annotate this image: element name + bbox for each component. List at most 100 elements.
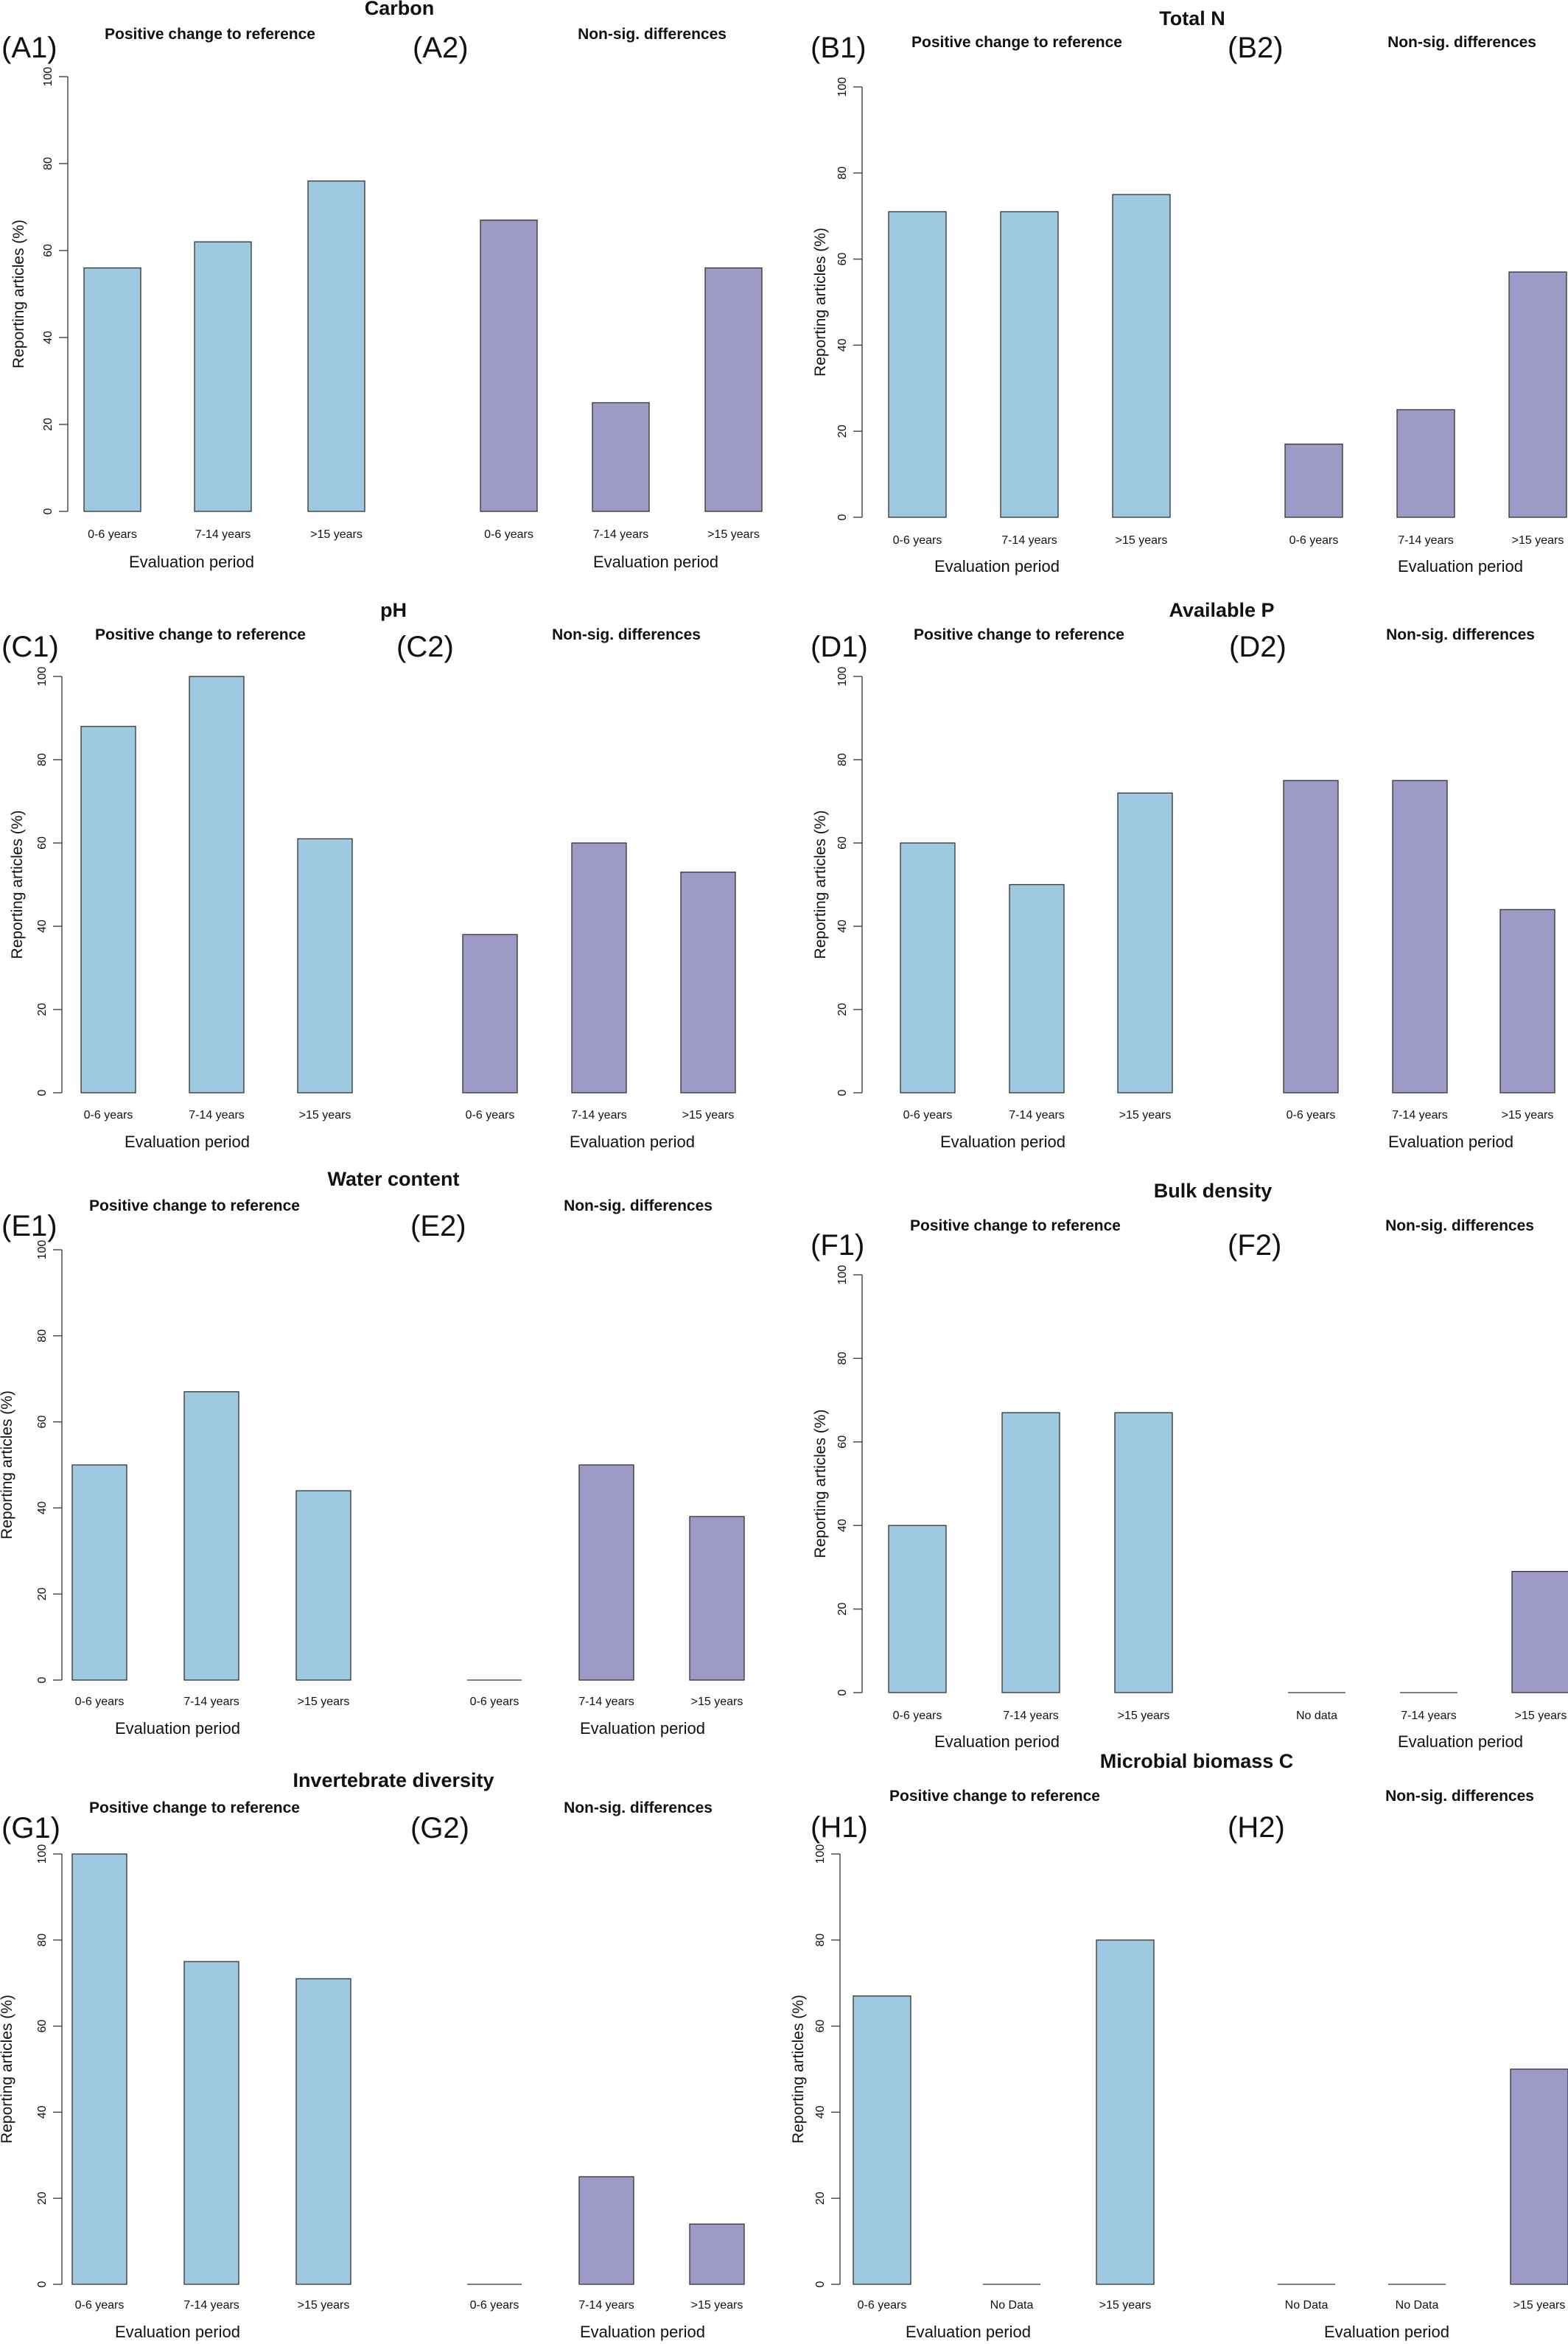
bar	[689, 1516, 745, 1681]
x-axis-label: Evaluation period	[1324, 2323, 1449, 2341]
panel-tag: (E2)	[410, 1210, 466, 1242]
x-tick-label: 0-6 years	[470, 1696, 519, 1708]
panel-tag: (C1)	[1, 631, 59, 663]
x-tick-label: 7-14 years	[593, 528, 649, 541]
y-tick-label: 60	[36, 1416, 49, 1429]
chart-7: Invertebrate diversity (G1) Positive chang…	[0, 1769, 745, 2341]
y-tick-label: 40	[36, 920, 49, 933]
y-axis-label: Reporting articles (%)	[790, 1995, 807, 2144]
panel-3-1: (C1) Positive change to reference 0 20 40 60 8…	[1, 626, 353, 1151]
x-tick-label: 0-6 years	[75, 2299, 125, 2312]
x-tick-label: 0-6 years	[88, 528, 137, 541]
x-tick-label: 7-14 years	[1001, 534, 1057, 547]
panel-2-1: (B1) Positive change to reference 0 20 40 60 8…	[811, 32, 1171, 575]
x-tick-label: >15 years	[310, 528, 363, 541]
y-tick-label: 60	[36, 2020, 49, 2033]
x-axis-label: Evaluation period	[906, 2323, 1031, 2341]
panel-5-2: (E2) Non-sig. differences 0-6 years 7-14 ye…	[410, 1197, 745, 1738]
y-tick-label: 20	[836, 424, 849, 438]
y-tick-label: 100	[836, 1265, 849, 1285]
x-tick-label: No data	[1296, 1710, 1337, 1722]
y-tick-label: 40	[36, 1501, 49, 1514]
y-tick-label: 100	[42, 67, 55, 87]
panel-subtitle: Non-sig. differences	[1385, 1788, 1534, 1805]
chart-title: Bulk density	[1154, 1180, 1273, 1202]
x-tick-label: >15 years	[1512, 534, 1564, 547]
panel-8-2: (H2) Non-sig. differences No Data No Data >1…	[1228, 1788, 1568, 2341]
x-tick-label: No Data	[1396, 2299, 1439, 2312]
chart-4: Available P (D1) Positive change to refere…	[811, 599, 1555, 1151]
y-tick-label: 80	[36, 753, 49, 766]
bar	[1508, 271, 1567, 518]
x-tick-label: 0-6 years	[858, 2299, 907, 2312]
y-tick-label: 80	[836, 753, 849, 766]
y-tick-label: 80	[836, 167, 849, 180]
bar	[1396, 409, 1455, 518]
bar	[297, 838, 353, 1094]
panel-subtitle: Non-sig. differences	[1386, 626, 1535, 643]
x-axis-label: Evaluation period	[570, 1133, 695, 1151]
panel-subtitle: Positive change to reference	[911, 34, 1122, 51]
y-tick-label: 40	[814, 2105, 827, 2119]
x-tick-label: 0-6 years	[1287, 1109, 1336, 1122]
bar	[689, 2223, 745, 2285]
y-tick-label: 20	[36, 2191, 49, 2205]
x-axis-label: Evaluation period	[115, 1719, 240, 1738]
x-axis-label: Evaluation period	[580, 2323, 705, 2341]
bar	[307, 180, 365, 512]
bar	[295, 1978, 351, 2285]
bar	[592, 402, 650, 512]
y-tick-label: 80	[814, 1934, 827, 1947]
x-tick-label: 7-14 years	[189, 1109, 245, 1122]
chart-5: Water content (E1) Positive change to refe…	[0, 1168, 745, 1738]
bar	[1510, 2068, 1568, 2285]
y-tick-label: 100	[36, 1844, 49, 1864]
bar	[1114, 1412, 1173, 1693]
panel-tag: (A1)	[1, 32, 57, 64]
x-tick-label: 0-6 years	[893, 534, 942, 547]
x-tick-label: 7-14 years	[183, 1696, 239, 1708]
panel-tag: (D2)	[1229, 631, 1287, 663]
bar	[462, 934, 518, 1094]
x-tick-label: 0-6 years	[470, 2299, 519, 2312]
bar	[71, 1853, 127, 2285]
y-tick-label: 80	[36, 1934, 49, 1947]
y-tick-label: 0	[814, 2281, 827, 2287]
x-tick-label: 0-6 years	[903, 1109, 953, 1122]
x-tick-label: 7-14 years	[1401, 1710, 1457, 1722]
bar	[480, 220, 538, 512]
x-axis-label: Evaluation period	[1388, 1133, 1513, 1151]
panel-tag: (A2)	[413, 32, 469, 64]
bar	[1000, 211, 1059, 518]
panel-subtitle: Non-sig. differences	[578, 26, 727, 43]
panel-8-1: (H1) Positive change to reference 0 20 40 60 8…	[790, 1788, 1155, 2341]
x-tick-label: >15 years	[1502, 1109, 1554, 1122]
y-tick-label: 40	[836, 338, 849, 351]
y-tick-label: 60	[836, 1435, 849, 1449]
panel-subtitle: Positive change to reference	[89, 1197, 300, 1214]
y-tick-label: 40	[36, 2105, 49, 2119]
panel-4-2: (D2) Non-sig. differences 0-6 years 7-14 ye…	[1229, 626, 1555, 1151]
x-tick-label: 0-6 years	[466, 1109, 515, 1122]
x-axis-label: Evaluation period	[593, 553, 718, 571]
panel-subtitle: Positive change to reference	[889, 1788, 1100, 1805]
bar	[194, 241, 252, 512]
bar	[295, 1490, 351, 1681]
y-tick-label: 80	[42, 157, 55, 170]
bar	[1117, 792, 1173, 1094]
panel-7-1: (G1) Positive change to reference 0 20 40 60 8…	[0, 1799, 351, 2341]
bar	[853, 1995, 911, 2285]
x-tick-label: 0-6 years	[1289, 534, 1339, 547]
y-axis-label: Reporting articles (%)	[0, 1995, 15, 2144]
chart-2: Total N (B1) Positive change to reference 0…	[811, 7, 1567, 575]
x-axis-label: Evaluation period	[934, 557, 1060, 575]
panel-tag: (D1)	[811, 631, 868, 663]
chart-1: Carbon (A1) Positive change to reference 0 2…	[1, 0, 763, 571]
panel-tag: (E1)	[1, 1210, 57, 1242]
bar	[1499, 909, 1555, 1094]
x-tick-label: >15 years	[707, 528, 760, 541]
x-axis-label: Evaluation period	[580, 1719, 705, 1738]
x-axis-label: Evaluation period	[940, 1133, 1065, 1151]
bar	[189, 676, 245, 1094]
